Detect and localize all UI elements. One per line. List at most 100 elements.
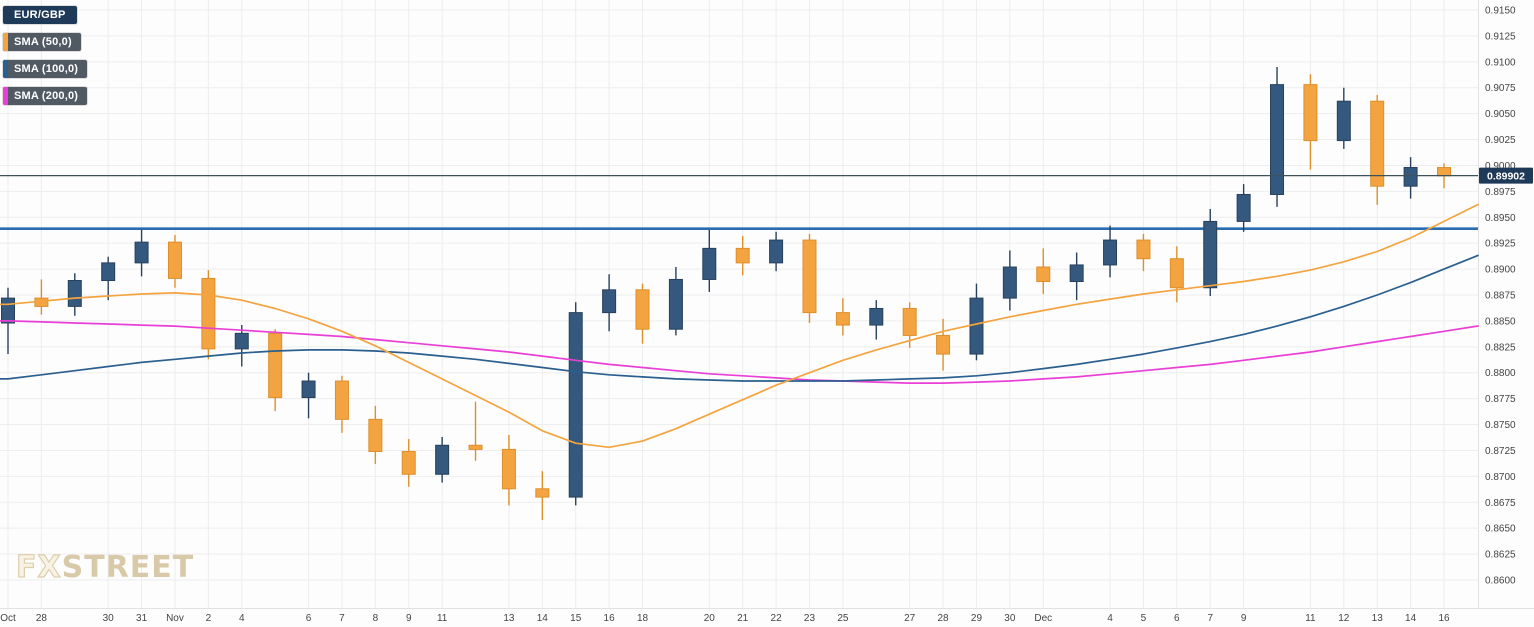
candle[interactable] [1069,252,1084,301]
y-axis-tick-label: 0.8700 [1485,472,1516,483]
symbol-badge[interactable]: EUR/GBP [3,6,77,24]
x-axis-tick-label: 7 [1207,613,1213,624]
y-axis-tick-label: 0.9150 [1485,6,1516,17]
candle[interactable] [1403,157,1418,199]
sma50-color-bar-icon [3,33,8,51]
sma50-badge[interactable]: SMA (50,0) [3,33,81,51]
candle[interactable] [1270,67,1285,207]
x-axis-tick-label: 8 [373,613,379,624]
candle[interactable] [167,234,182,288]
x-axis-tick-label: 7 [339,613,345,624]
sma-100-0-line [0,254,1479,382]
candle[interactable] [334,375,349,433]
sma100-color-bar-icon [3,60,8,78]
x-axis-tick-label: 23 [804,613,816,624]
x-axis-tick-label: 13 [503,613,515,624]
y-axis-tick-label: 0.8950 [1485,213,1516,224]
candle[interactable] [268,329,283,412]
y-axis-tick-label: 0.8675 [1485,498,1516,509]
candle[interactable] [1103,225,1118,278]
y-axis-tick-label: 0.9025 [1485,135,1516,146]
fxstreet-street-logo: STREET [61,550,195,585]
y-axis-tick-label: 0.8650 [1485,524,1516,535]
y-axis-tick-label: 0.8625 [1485,550,1516,561]
candle[interactable] [835,298,850,336]
y-axis-tick-label: 0.8850 [1485,316,1516,327]
x-axis-tick-label: 15 [570,613,582,624]
candle[interactable] [67,273,82,316]
candle[interactable] [468,401,483,461]
x-axis-tick-label: 21 [737,613,749,624]
candle[interactable] [1303,74,1318,170]
fxstreet-watermark: FXSTREET [15,549,195,585]
y-axis-tick-label: 0.9050 [1485,109,1516,120]
x-axis-labels[interactable]: Oct 28 30 31 Nov 2 4 6 7 8 9 11 13 14 15 16 18 20 21 22 23 25… [0,613,1450,624]
candle[interactable] [936,318,951,371]
candle[interactable] [1236,184,1251,232]
candle[interactable] [1036,248,1051,294]
candle[interactable] [735,235,750,276]
x-axis-tick-label: Dec [1034,613,1052,624]
legend: EUR/GBP SMA (50,0) SMA (100,0) SMA (200,… [3,6,88,105]
candle[interactable] [769,231,784,272]
current-price-label: 0.89902 [1487,170,1525,182]
x-axis-tick-label: 11 [437,613,448,624]
candle[interactable] [602,274,617,332]
x-axis-tick-label: Oct [0,613,16,624]
candle[interactable] [501,434,516,506]
x-axis-tick-label: 2 [206,613,212,624]
candle[interactable] [969,283,984,361]
y-axis-tick-label: 0.8725 [1485,446,1516,457]
sma200-badge[interactable]: SMA (200,0) [3,87,88,105]
x-axis-tick-label: 28 [36,613,48,624]
candle[interactable] [1203,208,1218,297]
y-axis-labels[interactable]: 0.9150 0.9125 0.9100 0.9075 0.9050 0.9025 0.90… [1485,6,1516,587]
candle[interactable] [535,471,550,520]
candle[interactable] [201,270,216,360]
x-axis-tick-label: 22 [771,613,783,624]
candle[interactable] [1002,250,1017,311]
x-axis-tick-label: 28 [938,613,950,624]
x-axis-tick-label: 30 [103,613,115,624]
candle[interactable] [368,405,383,464]
y-axis-tick-label: 0.9000 [1485,161,1516,172]
y-axis-tick-label: 0.9100 [1485,57,1516,68]
candle[interactable] [668,267,683,336]
x-axis-tick-label: Nov [166,613,184,624]
x-axis-tick-label: 6 [306,613,312,624]
candle[interactable] [1336,87,1351,149]
candle[interactable] [401,439,416,487]
candle[interactable] [802,233,817,323]
candle[interactable] [234,325,249,367]
candle[interactable] [1370,94,1385,205]
x-axis-tick-label: 20 [704,613,716,624]
candle[interactable] [1136,233,1151,272]
y-axis-tick-label: 0.8750 [1485,420,1516,431]
candles-layer[interactable] [1,67,1451,520]
x-axis-tick-label: 9 [1241,613,1247,624]
sma100-label: SMA (100,0) [14,63,79,75]
x-axis-tick-label: 11 [1305,613,1316,624]
x-axis-tick-label: 31 [136,613,148,624]
y-axis-tick-label: 0.8600 [1485,576,1516,587]
x-axis-tick-label: 6 [1174,613,1180,624]
y-axis-tick-label: 0.8925 [1485,239,1516,250]
candle[interactable] [435,436,450,483]
x-axis-tick-label: 16 [1438,613,1450,624]
current-price-badge: 0.89902 [1479,167,1533,184]
candle[interactable] [134,229,149,277]
candle[interactable] [702,229,717,292]
candle[interactable] [101,256,116,301]
candle[interactable] [301,372,316,419]
x-axis-tick-label: 25 [837,613,849,624]
sma100-badge[interactable]: SMA (100,0) [3,60,88,78]
candle[interactable] [869,300,884,340]
candle[interactable] [568,302,583,506]
candle[interactable] [1169,246,1184,303]
x-axis-tick-label: 4 [1107,613,1113,624]
h-gridlines [0,9,1478,581]
x-axis-tick-label: 27 [904,613,916,624]
candle[interactable] [635,283,650,344]
